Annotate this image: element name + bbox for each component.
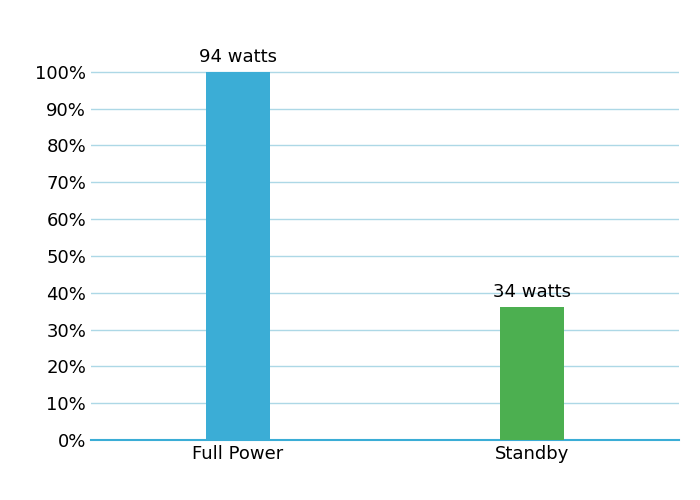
Bar (206, 72, 270, 440)
Bar (500, 307, 564, 440)
Text: 34 watts: 34 watts (493, 284, 571, 302)
Text: 94 watts: 94 watts (199, 48, 277, 66)
